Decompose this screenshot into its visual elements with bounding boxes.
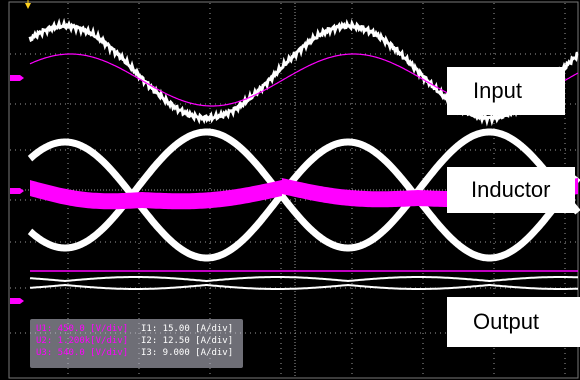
scale-readout: U1: 450.0 [V/div] I1: 15.00 [A/div] U2: …	[30, 319, 243, 368]
trigger-marker-icon	[25, 3, 31, 9]
input-label: Input	[447, 67, 565, 115]
inductor-current-trace-segment	[30, 180, 142, 210]
current-scale-3: I3: 9.000 [A/div]	[141, 348, 234, 358]
output-label: Output	[447, 297, 580, 347]
voltage-scale-3: U3: 540.0 [V/div]	[36, 348, 129, 358]
voltage-scale-1: U1: 450.0 [V/div]	[36, 324, 129, 334]
channel-marker-icon	[10, 188, 24, 194]
readout-row: U1: 450.0 [V/div] I1: 15.00 [A/div]	[36, 323, 243, 335]
inductor-voltage-lower-trace	[27, 138, 580, 262]
channel-marker-icon	[10, 298, 24, 304]
input-label-text: Input	[473, 78, 522, 103]
current-scale-2: I2: 12.50 [A/div]	[141, 336, 234, 346]
readout-row: U2: 1.200k[V/div] I2: 12.50 [A/div]	[36, 335, 243, 347]
current-scale-1: I1: 15.00 [A/div]	[141, 324, 234, 334]
inductor-label: Inductor	[447, 167, 575, 213]
output-label-text: Output	[473, 309, 540, 334]
inductor-current-trace-segment	[142, 180, 282, 210]
channel-markers	[10, 0, 31, 304]
readout-row: U3: 540.0 [V/div] I3: 9.000 [A/div]	[36, 347, 243, 359]
inductor-label-text: Inductor	[471, 177, 551, 202]
input-voltage-trace	[28, 17, 579, 127]
voltage-scale-2: U2: 1.200k[V/div]	[36, 336, 129, 346]
channel-marker-icon	[10, 75, 24, 81]
output-voltage-upper-trace	[29, 276, 578, 283]
inductor-current-trace-segment	[282, 178, 418, 208]
output-voltage-lower-trace	[29, 283, 578, 290]
